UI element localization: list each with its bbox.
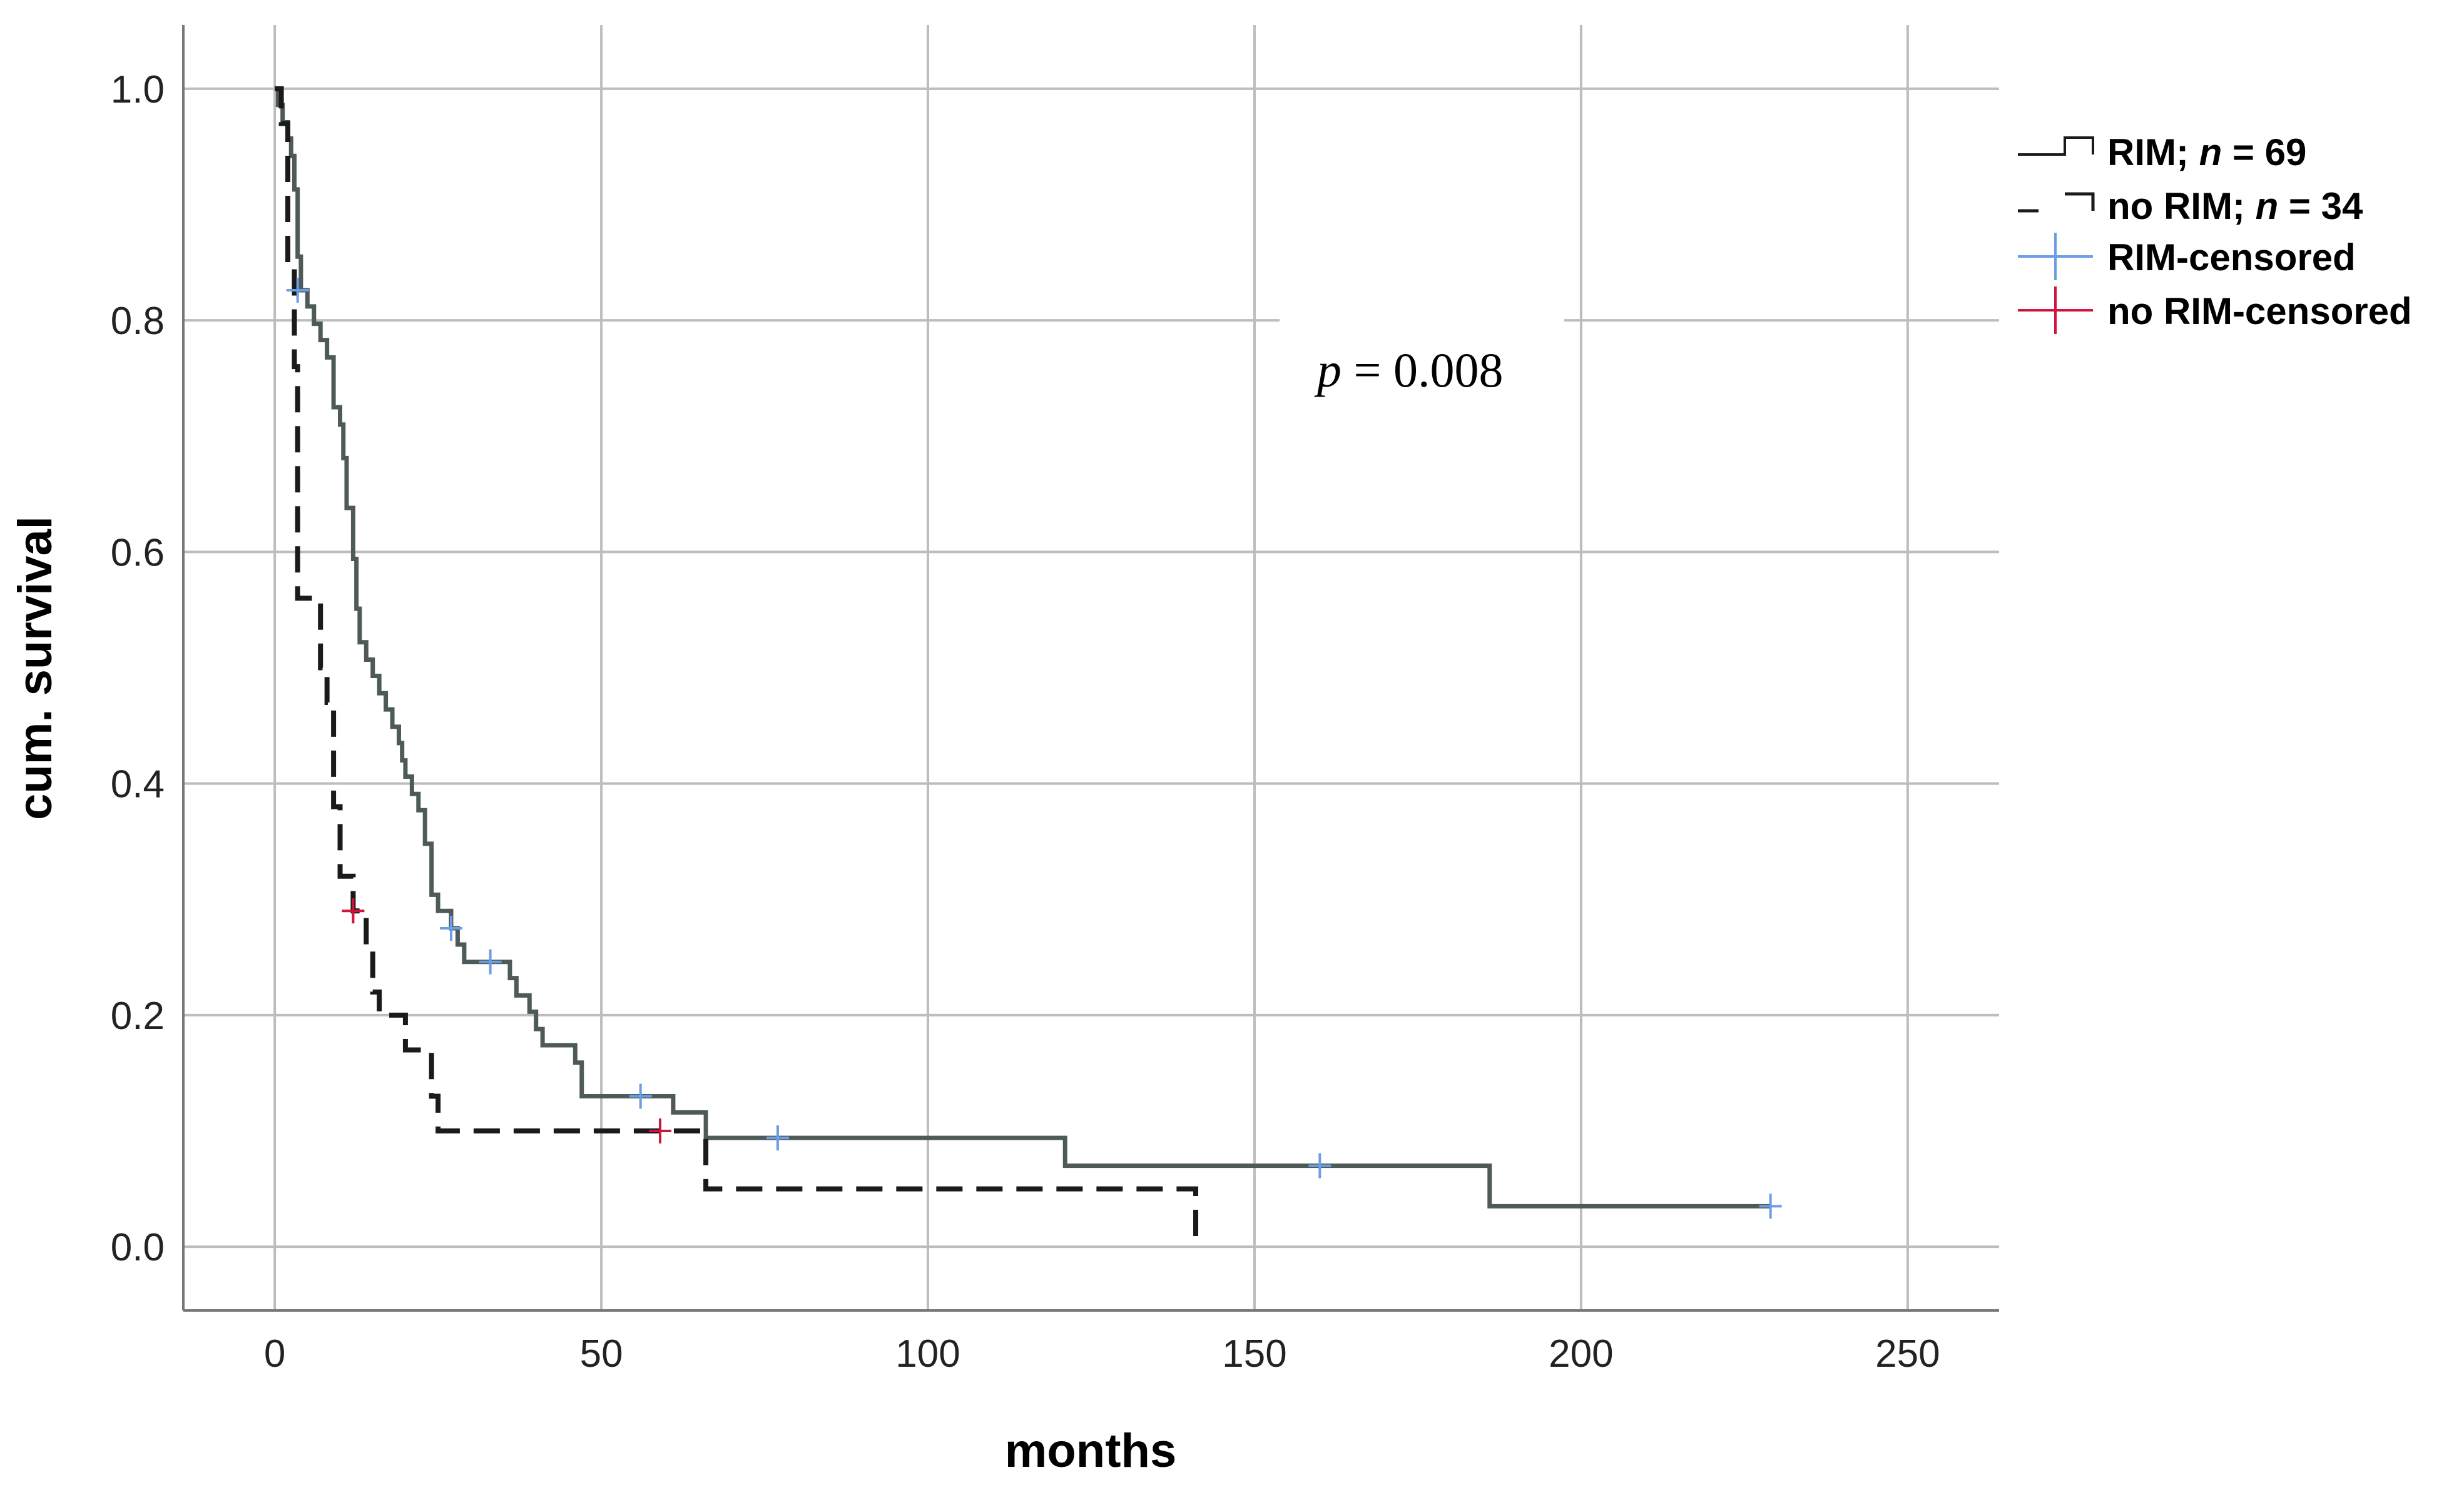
legend: RIM; n = 69 no RIM; n = 34 RIM-censored … xyxy=(2018,131,2412,334)
legend-no-rim-label: no RIM; n = 34 xyxy=(2107,185,2363,227)
x-axis-title: months xyxy=(1005,1424,1176,1477)
y-axis-title: cum. survival xyxy=(9,516,62,820)
tick-labels: 0 50 100 150 200 250 0.0 0.2 0.4 0.6 0.8 1.0 xyxy=(111,68,1940,1376)
rim-censor-mark xyxy=(479,949,502,975)
rim-survival-line xyxy=(275,86,1771,1209)
y-tick-label: 0.4 xyxy=(111,763,165,806)
p-value-annotation: p = 0.008 xyxy=(1314,343,1504,397)
p-value-italic: p xyxy=(1314,343,1341,397)
rim-censor-mark xyxy=(629,1083,652,1109)
x-tick-label: 250 xyxy=(1875,1332,1940,1376)
rim-censor-mark xyxy=(1759,1193,1782,1219)
annotation-layer: p = 0.008 xyxy=(1280,300,1564,397)
annotation-background xyxy=(1280,300,1564,360)
rim-censor-mark xyxy=(439,916,462,941)
no-rim-censor-mark xyxy=(342,898,365,924)
legend-no-rim-censored-label: no RIM-censored xyxy=(2107,290,2412,332)
axis-titles: months cum. survival xyxy=(9,516,1176,1477)
x-tick-label: 50 xyxy=(580,1332,623,1376)
p-value-text: = 0.008 xyxy=(1341,343,1504,397)
no-rim-survival-line xyxy=(275,86,1199,1247)
legend-rim-label: RIM; n = 69 xyxy=(2107,131,2306,173)
y-tick-label: 0.0 xyxy=(111,1226,165,1269)
axes-frame xyxy=(182,25,1999,1312)
series-layer xyxy=(275,86,1771,1247)
x-tick-label: 100 xyxy=(895,1332,960,1376)
rim-censor-mark xyxy=(286,277,309,303)
y-tick-label: 0.6 xyxy=(111,531,165,574)
no-rim-censor-mark xyxy=(649,1118,672,1144)
x-tick-label: 0 xyxy=(264,1332,285,1376)
y-tick-label: 0.2 xyxy=(111,995,165,1038)
y-tick-label: 1.0 xyxy=(111,68,165,111)
legend-rim-censored-label: RIM-censored xyxy=(2107,236,2356,278)
grid-layer xyxy=(183,25,1999,1310)
legend-no-rim-line-icon xyxy=(2018,192,2095,213)
x-tick-label: 150 xyxy=(1222,1332,1286,1376)
legend-rim-line-icon xyxy=(2018,136,2094,156)
y-tick-label: 0.8 xyxy=(111,300,165,343)
rim-censor-mark xyxy=(766,1125,789,1151)
x-tick-label: 200 xyxy=(1549,1332,1613,1376)
rim-censor-mark xyxy=(1308,1153,1331,1178)
censor-marks xyxy=(286,277,1782,1219)
